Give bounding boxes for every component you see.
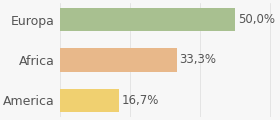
Text: 50,0%: 50,0% — [238, 13, 275, 26]
Bar — [60, 48, 177, 72]
Bar — [60, 8, 235, 31]
Text: 16,7%: 16,7% — [121, 94, 159, 107]
Text: 33,3%: 33,3% — [179, 54, 216, 66]
Bar — [60, 89, 118, 112]
